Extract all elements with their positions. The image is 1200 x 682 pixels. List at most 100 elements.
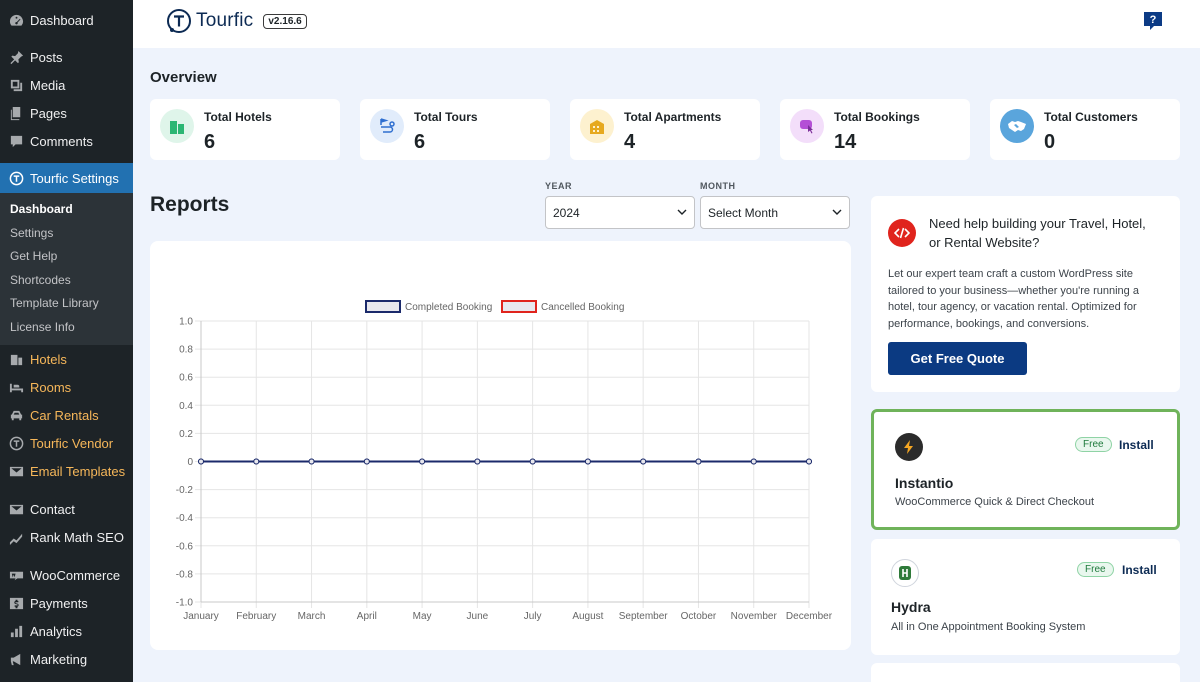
chevron-down-icon: [832, 209, 842, 215]
plugin-card-next: [871, 663, 1180, 682]
y-tick-label: -0.8: [176, 569, 194, 580]
sidebar-item-dashboard[interactable]: Dashboard: [0, 6, 133, 34]
stat-label: Total Bookings: [834, 110, 920, 124]
sidebar-item-hotels[interactable]: Hotels: [0, 345, 133, 373]
submenu-settings[interactable]: Settings: [10, 225, 54, 240]
sidebar-item-woocommerce[interactable]: WooCommerce: [0, 561, 133, 589]
woo-icon: [8, 567, 24, 583]
reports-chart-card: 1.0 0.8 0.6 0.4 0.2 0 -0.2 -0.4 -0.6 -0.8 -1.0 Janu…: [150, 241, 851, 650]
sidebar-item-car-rentals[interactable]: Car Rentals: [0, 401, 133, 429]
x-tick-label: February: [236, 611, 276, 622]
chart-icon: [8, 529, 24, 545]
bed-icon: [8, 379, 24, 395]
sidebar-item-posts[interactable]: Posts: [0, 43, 133, 71]
sidebar-item-payments[interactable]: Payments: [0, 589, 133, 617]
sidebar-item-tourfic-vendor[interactable]: Tourfic Vendor: [0, 429, 133, 457]
sidebar-item-label: Car Rentals: [30, 407, 99, 423]
y-tick-label: -0.6: [176, 541, 194, 552]
y-tick-label: -0.4: [176, 513, 194, 524]
y-tick-label: -0.2: [176, 485, 194, 496]
year-select-value: 2024: [553, 205, 580, 220]
month-label: MONTH: [700, 181, 736, 191]
quote-heading: Need help building your Travel, Hotel, o…: [929, 216, 1146, 250]
y-tick-label: 1.0: [179, 317, 193, 328]
bar-chart-icon: [8, 623, 24, 639]
pin-icon: [8, 49, 24, 65]
admin-sidebar: Dashboard Posts Media Pages Comments Tou…: [0, 0, 133, 682]
tourfic-logo[interactable]: Tourfic v2.16.6: [166, 8, 307, 34]
stat-label: Total Tours: [414, 110, 478, 124]
y-tick-label: -1.0: [176, 598, 194, 609]
sidebar-item-pages[interactable]: Pages: [0, 99, 133, 127]
data-point: [584, 458, 591, 465]
legend-label: Completed Booking: [405, 302, 492, 313]
plugin-card-instantio: Free Install Instantio WooCommerce Quick…: [871, 409, 1180, 530]
building-icon: [8, 351, 24, 367]
plugin-desc: WooCommerce Quick & Direct Checkout: [895, 496, 1095, 508]
sidebar-item-comments[interactable]: Comments: [0, 127, 133, 155]
sidebar-item-label: Rank Math SEO: [30, 529, 124, 545]
data-point: [806, 458, 812, 465]
sidebar-item-label: Posts: [30, 49, 63, 65]
y-tick-label: 0.8: [179, 345, 193, 356]
submenu-license-info[interactable]: License Info: [10, 319, 75, 334]
envelope-icon: [8, 501, 24, 517]
plugin-desc: All in One Appointment Booking System: [891, 621, 1086, 633]
bookings-line-chart: 1.0 0.8 0.6 0.4 0.2 0 -0.2 -0.4 -0.6 -0.8 -1.0 Janu…: [176, 300, 833, 622]
dollar-icon: [8, 595, 24, 611]
x-tick-label: April: [357, 611, 377, 622]
x-tick-label: March: [298, 611, 326, 622]
tour-route-icon: [370, 109, 404, 143]
sidebar-item-rank-math-seo[interactable]: Rank Math SEO: [0, 523, 133, 551]
tourfic-icon: [8, 170, 24, 186]
sidebar-item-label: Analytics: [30, 623, 83, 639]
plugin-name: Hydra: [891, 599, 931, 615]
submenu-template-library[interactable]: Template Library: [10, 296, 99, 310]
free-quote-card: Need help building your Travel, Hotel, o…: [871, 196, 1180, 392]
submenu-shortcodes[interactable]: Shortcodes: [10, 272, 71, 287]
sidebar-item-label: Tourfic Settings: [30, 170, 119, 186]
stat-value: 6: [414, 131, 426, 153]
sidebar-item-rooms[interactable]: Rooms: [0, 373, 133, 401]
get-free-quote-button[interactable]: Get Free Quote: [888, 342, 1027, 375]
megaphone-icon: [8, 651, 24, 667]
x-tick-label: December: [786, 611, 833, 622]
stat-label: Total Customers: [1044, 110, 1138, 124]
legend-swatch: [501, 300, 537, 313]
sidebar-item-marketing[interactable]: Marketing: [0, 645, 133, 673]
sidebar-item-label: Payments: [30, 595, 88, 611]
stat-card-apartments: Total Apartments 4: [570, 99, 760, 160]
quote-body: Let our expert team craft a custom WordP…: [888, 268, 1139, 330]
data-point: [253, 458, 260, 465]
email-icon: [8, 463, 24, 479]
data-point: [198, 458, 204, 465]
install-hydra-link[interactable]: Install: [1122, 563, 1157, 577]
x-tick-label: May: [413, 611, 432, 622]
sidebar-item-analytics[interactable]: Analytics: [0, 617, 133, 645]
data-point: [640, 458, 647, 465]
year-label: YEAR: [545, 181, 573, 191]
sidebar-item-contact[interactable]: Contact: [0, 495, 133, 523]
stat-value: 4: [624, 131, 636, 153]
top-header: Tourfic v2.16.6 ?: [133, 0, 1200, 48]
sidebar-item-tourfic-settings[interactable]: Tourfic Settings: [0, 163, 133, 193]
year-select[interactable]: 2024: [545, 196, 695, 229]
install-instantio-link[interactable]: Install: [1119, 438, 1154, 452]
y-tick-label: 0: [187, 457, 193, 468]
stat-value: 0: [1044, 131, 1056, 153]
brand-name: Tourfic: [196, 10, 254, 31]
submenu-get-help[interactable]: Get Help: [10, 249, 58, 263]
data-point: [695, 458, 702, 465]
data-point: [419, 458, 426, 465]
month-select[interactable]: Select Month: [700, 196, 850, 229]
submenu-dashboard[interactable]: Dashboard: [10, 202, 73, 216]
sidebar-item-email-templates[interactable]: Email Templates: [0, 457, 133, 485]
sidebar-item-label: Email Templates: [30, 463, 126, 479]
question-icon[interactable]: ?: [1142, 10, 1164, 32]
sidebar-item-media[interactable]: Media: [0, 71, 133, 99]
free-badge: Free: [1077, 562, 1114, 577]
data-point: [750, 458, 757, 465]
sidebar-item-label: Hotels: [30, 351, 67, 367]
sidebar-item-label: Media: [30, 77, 66, 93]
reports-title: Reports: [150, 193, 230, 216]
